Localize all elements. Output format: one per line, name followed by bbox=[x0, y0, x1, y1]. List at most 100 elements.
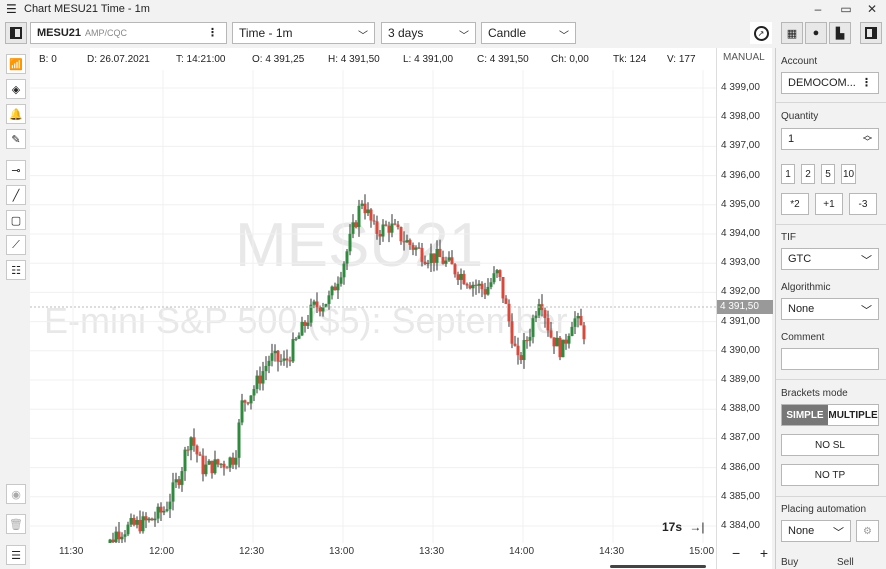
comment-input[interactable] bbox=[781, 348, 879, 370]
candle-down bbox=[318, 307, 322, 312]
divider bbox=[776, 496, 886, 497]
candle-up bbox=[261, 371, 265, 384]
candle-down bbox=[552, 337, 556, 347]
chart-style-dropdown[interactable]: Candle ﹀ bbox=[481, 22, 576, 44]
candle-up bbox=[435, 248, 439, 263]
layers-button[interactable]: ◈ bbox=[6, 79, 26, 99]
rectangle-tool[interactable]: ▢ bbox=[6, 210, 26, 230]
horizontal-line-tool[interactable]: ⊸ bbox=[6, 160, 26, 180]
candle-down bbox=[480, 283, 484, 290]
candle-up bbox=[561, 339, 565, 358]
candle-up bbox=[429, 253, 433, 264]
horizontal-scrollbar[interactable] bbox=[610, 565, 706, 568]
chart-pane[interactable]: MESU21 E-mini S&P 500 ($5): September B:… bbox=[30, 48, 716, 569]
order-ticket-button[interactable]: ▙ bbox=[829, 22, 851, 44]
chart-toolbar: MESU21 AMP/CQC ⋮ Time - 1m ﹀ 3 days ﹀ Ca… bbox=[0, 20, 886, 46]
timeframe-dropdown[interactable]: Time - 1m ﹀ bbox=[232, 22, 375, 44]
more-icon[interactable]: ⋮ bbox=[207, 27, 218, 39]
edit-button[interactable]: ✎ bbox=[6, 129, 26, 149]
candlestick-chart[interactable] bbox=[30, 48, 716, 543]
candle-down bbox=[378, 233, 382, 237]
qty-plus-1[interactable]: +1 bbox=[815, 193, 843, 215]
candle-up bbox=[351, 222, 355, 234]
candle-up bbox=[327, 295, 331, 305]
candle-down bbox=[543, 310, 547, 319]
price-axis[interactable]: MANUAL 4 399,00 4 398,00 4 397,00 4 396,00 4… bbox=[716, 48, 773, 569]
dom-button[interactable]: ▦ bbox=[781, 22, 803, 44]
tif-dropdown[interactable]: GTC ﹀ bbox=[781, 248, 879, 270]
candle-up bbox=[459, 273, 463, 280]
price-tick: 4 398,00 bbox=[721, 111, 760, 123]
algo-value: None bbox=[788, 303, 815, 315]
maximize-icon[interactable]: ▭ bbox=[840, 1, 852, 16]
alerts-button[interactable]: 🔔 bbox=[6, 104, 26, 124]
scale-mode[interactable]: MANUAL bbox=[723, 52, 765, 63]
candle-up bbox=[147, 518, 151, 521]
minimize-icon[interactable]: – bbox=[814, 1, 822, 16]
candle-down bbox=[408, 240, 412, 245]
mouse-button[interactable]: ● bbox=[805, 22, 827, 44]
candle-down bbox=[420, 248, 424, 262]
candle-down bbox=[132, 518, 136, 525]
sidebar-toggle-button[interactable] bbox=[5, 22, 27, 44]
rectangle-icon: ▢ bbox=[10, 214, 22, 227]
scroll-to-end-icon[interactable]: →| bbox=[689, 520, 705, 534]
qty-preset-5[interactable]: 5 bbox=[821, 164, 835, 184]
info-ticks: Tk: 124 bbox=[613, 54, 647, 65]
price-tick: 4 394,00 bbox=[721, 228, 760, 239]
symbol-selector[interactable]: MESU21 AMP/CQC ⋮ bbox=[30, 22, 227, 44]
close-icon[interactable]: ✕ bbox=[866, 1, 878, 16]
hamburger-menu-icon[interactable]: ☰ bbox=[6, 1, 17, 16]
account-selector[interactable]: DEMOCOM... ⋮ bbox=[781, 72, 879, 94]
speedometer-button[interactable]: ↗ bbox=[750, 22, 772, 44]
candle-up bbox=[390, 223, 394, 233]
chevron-down-icon: ﹀ bbox=[861, 255, 872, 267]
stepper-arrows-icon[interactable]: ︿ ﹀ bbox=[862, 130, 872, 147]
candle-up bbox=[267, 360, 271, 366]
chevron-down-icon: ﹀ bbox=[358, 31, 368, 42]
zoom-in-icon[interactable]: + bbox=[759, 545, 768, 561]
account-value: DEMOCOM... bbox=[788, 77, 856, 89]
zoom-out-icon[interactable]: − bbox=[732, 545, 741, 561]
indicators-button[interactable]: 📶 bbox=[6, 54, 26, 74]
candle-down bbox=[579, 315, 583, 326]
more-icon[interactable]: ⋮ bbox=[861, 77, 872, 89]
candle-up bbox=[444, 260, 448, 264]
algo-label: Algorithmic bbox=[781, 282, 831, 293]
candle-down bbox=[159, 506, 163, 513]
candle-up bbox=[126, 524, 130, 535]
object-list-button[interactable]: ☰ bbox=[6, 545, 26, 565]
right-panel-toggle-button[interactable] bbox=[860, 22, 882, 44]
candle-up bbox=[168, 501, 172, 510]
time-axis[interactable]: 11:30 12:00 12:30 13:00 13:30 14:00 14:30 15:00 bbox=[30, 543, 716, 563]
price-tick: 4 384,00 bbox=[721, 520, 760, 531]
candle-down bbox=[222, 463, 226, 468]
range-dropdown[interactable]: 3 days ﹀ bbox=[381, 22, 476, 44]
text-tool[interactable]: ☷ bbox=[6, 260, 26, 280]
qty-multiply-2[interactable]: *2 bbox=[781, 193, 809, 215]
qty-minus-3[interactable]: -3 bbox=[849, 193, 877, 215]
placing-dropdown[interactable]: None ﹀ bbox=[781, 520, 851, 542]
price-tick: 4 396,00 bbox=[721, 169, 760, 181]
candle-down bbox=[225, 467, 229, 469]
no-tp-button[interactable]: NO TP bbox=[781, 464, 879, 486]
algo-dropdown[interactable]: None ﹀ bbox=[781, 298, 879, 320]
no-sl-button[interactable]: NO SL bbox=[781, 434, 879, 456]
candle-up bbox=[162, 510, 166, 513]
visibility-button[interactable]: ◉ bbox=[6, 484, 26, 504]
qty-preset-2[interactable]: 2 bbox=[801, 164, 815, 184]
symbol-source: AMP/CQC bbox=[85, 28, 128, 38]
qty-preset-1[interactable]: 1 bbox=[781, 164, 795, 184]
delete-button[interactable]: 🗑 bbox=[6, 514, 26, 534]
placing-settings-button[interactable]: ⚙ bbox=[856, 520, 879, 542]
trend-line-tool[interactable]: ╱ bbox=[6, 185, 26, 205]
quantity-stepper[interactable]: 1 ︿ ﹀ bbox=[781, 128, 879, 150]
candle-down bbox=[525, 340, 529, 342]
bracket-multiple-option[interactable]: MULTIPLE bbox=[828, 405, 878, 425]
qty-preset-10[interactable]: 10 bbox=[841, 164, 856, 184]
fibonacci-tool[interactable]: ⟋ bbox=[6, 235, 26, 255]
pencil-icon: ✎ bbox=[11, 133, 21, 146]
quantity-label: Quantity bbox=[781, 111, 819, 122]
placing-label: Placing automation bbox=[781, 504, 867, 515]
bracket-simple-option[interactable]: SIMPLE bbox=[782, 405, 828, 425]
